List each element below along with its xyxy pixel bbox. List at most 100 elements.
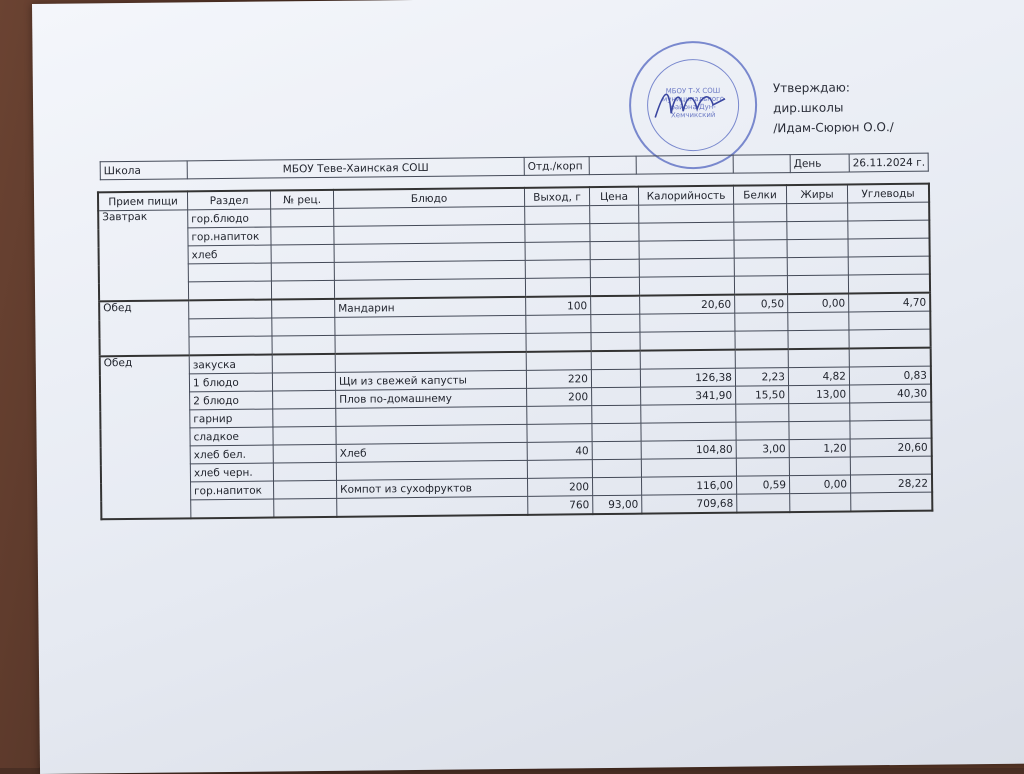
calories-cell — [640, 422, 737, 442]
price-cell — [590, 295, 640, 315]
calories-cell — [639, 276, 735, 296]
dish-cell — [334, 260, 526, 281]
recipe-no-cell — [273, 444, 337, 463]
protein-cell — [736, 493, 790, 513]
recipe-no-cell — [272, 390, 336, 410]
dept-value — [589, 156, 637, 175]
protein-cell — [734, 275, 788, 295]
fat-cell: 13,00 — [788, 384, 850, 404]
price-cell — [591, 350, 641, 370]
protein-cell — [734, 257, 788, 277]
recipe-no-cell — [273, 498, 337, 518]
yield-cell — [525, 277, 591, 297]
recipe-no-cell — [270, 226, 335, 246]
carbs-cell: 20,60 — [850, 438, 932, 457]
calories-cell: 709,68 — [641, 494, 737, 514]
calories-cell — [639, 240, 735, 260]
section-cell: сладкое — [189, 427, 274, 446]
carbs-cell: 40,30 — [849, 384, 932, 403]
recipe-no-cell — [270, 208, 334, 228]
menu-table: Прием пищи Раздел № рец. Блюдо Выход, г Цена К… — [96, 182, 934, 521]
calories-cell: 126,38 — [640, 368, 736, 388]
section-cell: гор.блюдо — [187, 209, 271, 228]
section-cell: гор.напиток — [190, 480, 274, 500]
section-cell: закуска — [189, 354, 273, 374]
recipe-no-cell — [272, 372, 336, 392]
protein-cell — [735, 349, 789, 369]
price-cell — [591, 387, 641, 406]
calories-cell — [639, 258, 735, 278]
column-header: Жиры — [786, 184, 848, 204]
dish-cell — [334, 333, 527, 354]
section-cell: 2 блюдо — [189, 391, 273, 410]
school-label: Школа — [100, 160, 188, 180]
protein-cell: 0,59 — [736, 475, 790, 495]
price-cell — [591, 405, 641, 424]
carbs-cell: 28,22 — [850, 474, 933, 493]
carbs-cell — [848, 329, 931, 349]
recipe-no-cell — [272, 426, 337, 445]
dish-cell — [336, 460, 528, 481]
price-cell — [590, 277, 640, 297]
recipe-no-cell — [271, 335, 336, 355]
price-cell — [590, 241, 640, 260]
school-name: МБОУ Теве-Хаинская СОШ — [187, 157, 525, 179]
recipe-no-cell — [271, 262, 335, 282]
column-header: Блюдо — [333, 187, 525, 209]
carbs-cell — [847, 220, 930, 239]
meal-name: Завтрак — [98, 209, 189, 302]
calories-cell — [641, 458, 737, 478]
calories-cell — [640, 404, 736, 424]
recipe-no-cell — [272, 353, 336, 374]
day-label: День — [790, 153, 850, 173]
approval-position: дир.школы — [773, 100, 844, 116]
dish-cell — [336, 496, 528, 517]
column-header: Белки — [733, 185, 787, 205]
approval-name: /Идам-Сюрюн О.О./ — [773, 119, 894, 136]
carbs-cell — [850, 456, 932, 475]
recipe-no-cell — [271, 280, 335, 300]
section-cell: гор.напиток — [187, 227, 272, 246]
section-cell — [188, 299, 272, 319]
column-header: Выход, г — [524, 187, 590, 207]
recipe-no-cell — [273, 462, 337, 481]
dept-label: Отд./корп — [524, 156, 590, 176]
protein-cell: 0,50 — [734, 294, 788, 314]
section-cell — [188, 318, 272, 337]
carbs-cell — [848, 311, 931, 330]
recipe-no-cell — [271, 244, 335, 264]
dish-cell: Щи из свежей капусты — [335, 370, 527, 391]
column-header: Цена — [589, 186, 639, 206]
section-cell: гарнир — [189, 409, 273, 428]
column-header: № рец. — [270, 189, 334, 210]
yield-cell — [524, 205, 590, 225]
price-cell — [589, 205, 639, 224]
protein-cell — [734, 239, 788, 259]
section-cell — [188, 263, 272, 282]
fat-cell — [788, 348, 850, 368]
price-cell — [592, 459, 642, 478]
carbs-cell — [849, 402, 932, 421]
approval-block: Утверждаю: дир.школы /Идам-Сюрюн О.О./ — [773, 77, 894, 138]
yield-cell: 760 — [527, 495, 593, 515]
dish-cell — [335, 406, 527, 427]
recipe-no-cell — [271, 298, 335, 319]
dish-cell — [335, 424, 528, 445]
column-header: Калорийность — [638, 185, 734, 206]
column-header: Раздел — [187, 190, 271, 210]
yield-cell — [526, 405, 592, 425]
calories-cell: 104,80 — [641, 440, 737, 460]
section-cell: хлеб черн. — [190, 462, 274, 482]
dish-cell — [334, 315, 526, 336]
fat-cell: 1,20 — [789, 438, 851, 458]
calories-cell — [639, 331, 736, 351]
dish-cell: Компот из сухофруктов — [336, 478, 528, 499]
protein-cell — [735, 403, 789, 423]
price-cell — [591, 423, 642, 442]
protein-cell: 2,23 — [735, 367, 789, 387]
fat-cell — [787, 256, 849, 276]
calories-cell — [638, 222, 735, 242]
price-cell — [589, 223, 640, 242]
carbs-cell — [848, 238, 930, 257]
calories-cell: 116,00 — [641, 476, 737, 496]
